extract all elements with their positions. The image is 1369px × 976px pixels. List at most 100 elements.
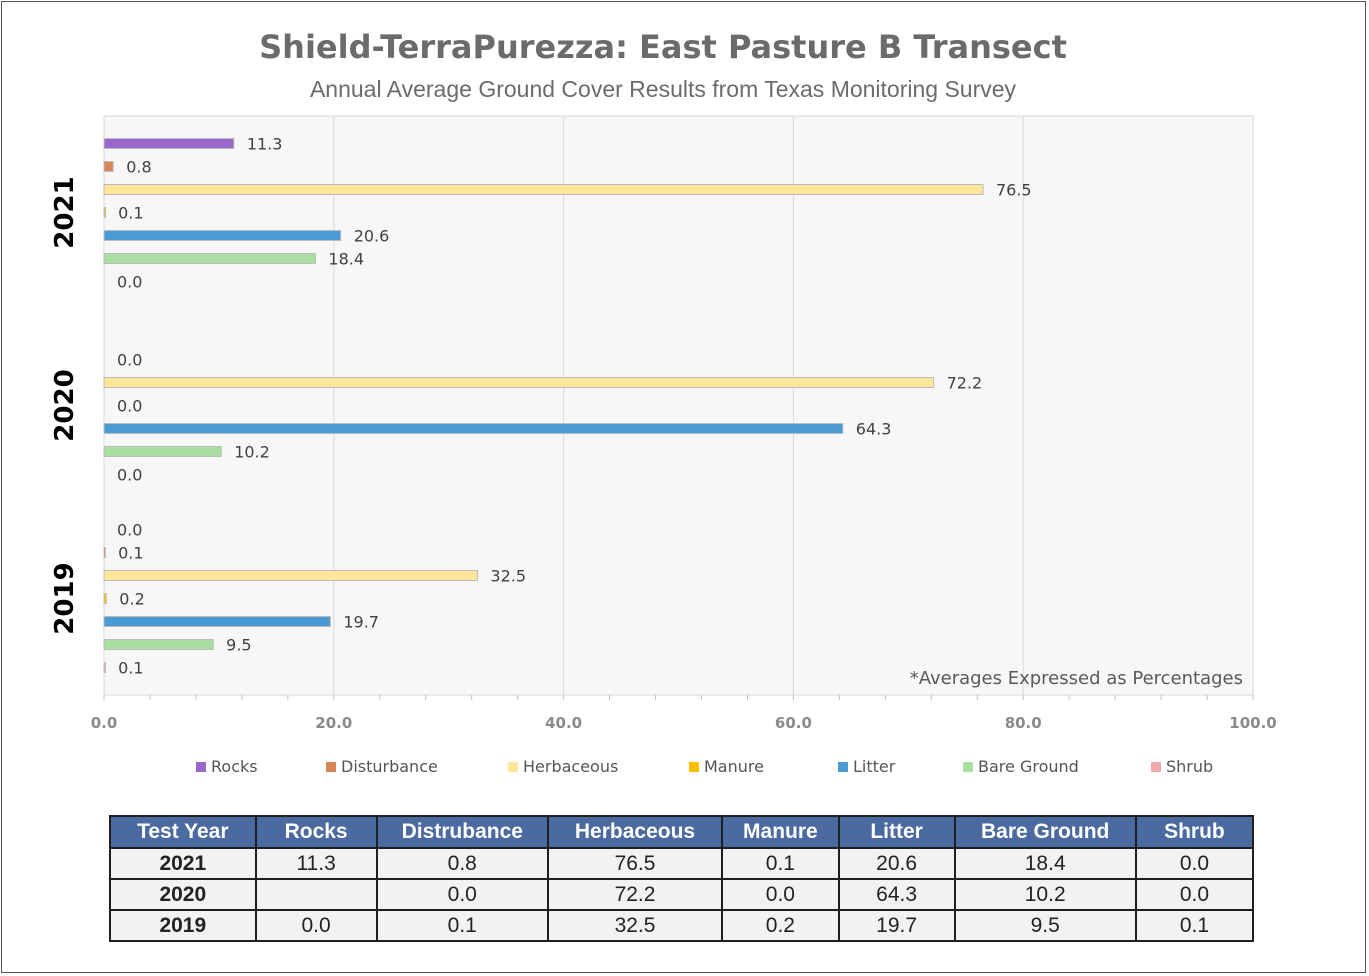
- legend-swatch: [838, 761, 848, 772]
- data-label: 10.2: [234, 443, 270, 462]
- chart-subtitle: Annual Average Ground Cover Results from…: [309, 76, 1017, 102]
- y-category-label: 2019: [50, 562, 80, 634]
- table-year-cell: 2019: [109, 909, 257, 942]
- table-row: 2020 0.0 72.2 0.0 64.3 10.2 0.0: [109, 878, 1255, 911]
- legend-item: Bare Ground: [963, 757, 1079, 776]
- legend-label: Litter: [853, 757, 896, 776]
- bar-disturbance: [103, 547, 106, 558]
- table-cell: 64.3: [837, 878, 956, 911]
- table-cell: 11.3: [254, 847, 378, 880]
- table-header-row: Test Year Rocks Distrubance Herbaceous Manur…: [109, 815, 1255, 849]
- y-category-label: 2020: [50, 369, 80, 441]
- table-cell: 76.5: [546, 847, 724, 880]
- table-cell: 0.1: [375, 909, 549, 942]
- legend-swatch: [508, 761, 518, 772]
- table-header-cell: Test Year: [109, 815, 257, 849]
- bar-bare-ground: [103, 446, 222, 457]
- data-label: 0.0: [117, 351, 142, 370]
- chart-note: *Averages Expressed as Percentages: [910, 668, 1243, 689]
- table-header-cell: Manure: [721, 815, 840, 849]
- data-label: 9.5: [226, 636, 251, 655]
- bar-litter: [103, 230, 342, 241]
- legend-label: Manure: [704, 757, 764, 776]
- data-label: 32.5: [490, 567, 526, 586]
- data-label: 18.4: [328, 250, 364, 269]
- chart-title: Shield-TerraPurezza: East Pasture B Tran…: [259, 28, 1067, 66]
- legend-label: Rocks: [211, 757, 258, 776]
- table-cell: 0.0: [254, 909, 378, 942]
- table-cell: 0.0: [1134, 847, 1255, 880]
- table-header-cell: Rocks: [254, 815, 378, 849]
- plot-area: [103, 115, 1254, 696]
- legend-label: Disturbance: [341, 757, 438, 776]
- table-cell: 0.1: [1134, 909, 1255, 942]
- bar-bare-ground: [103, 639, 214, 650]
- legend-item: Litter: [838, 757, 895, 776]
- legend-label: Shrub: [1166, 757, 1214, 776]
- bar-herbaceous: [103, 184, 984, 195]
- table-cell: [254, 878, 378, 911]
- data-label: 72.2: [947, 374, 983, 393]
- x-tick-label: 100.0: [1229, 714, 1276, 732]
- legend-item: Rocks: [196, 757, 258, 776]
- table-header-cell: Herbaceous: [546, 815, 724, 849]
- legend-swatch: [196, 761, 206, 772]
- x-tick-label: 40.0: [545, 714, 582, 732]
- table-row: 2021 11.3 0.8 76.5 0.1 20.6 18.4 0.0: [109, 847, 1255, 880]
- bar-litter: [103, 423, 844, 434]
- table-year-cell: 2020: [109, 878, 257, 911]
- table-cell: 72.2: [546, 878, 724, 911]
- bar-herbaceous: [103, 570, 478, 581]
- y-category-label: 2021: [50, 176, 80, 248]
- bar-manure: [103, 593, 107, 604]
- legend-label: Herbaceous: [523, 757, 619, 776]
- bar-bare-ground: [103, 253, 316, 264]
- data-label: 0.0: [117, 273, 142, 292]
- data-label: 0.1: [118, 204, 143, 223]
- data-label: 11.3: [247, 135, 283, 154]
- table-cell: 18.4: [953, 847, 1137, 880]
- data-label: 0.2: [119, 590, 144, 609]
- legend-swatch: [689, 761, 699, 772]
- data-label: 0.1: [118, 659, 143, 678]
- data-table: Test Year Rocks Distrubance Herbaceous Manur…: [109, 815, 1255, 942]
- table-cell: 0.0: [375, 878, 549, 911]
- legend-swatch: [326, 761, 336, 772]
- table-year-cell: 2021: [109, 847, 257, 880]
- bar-herbaceous: [103, 377, 935, 388]
- legend-label: Bare Ground: [978, 757, 1079, 776]
- table-header-cell: Bare Ground: [953, 815, 1137, 849]
- data-label: 19.7: [343, 613, 379, 632]
- table-cell: 10.2: [953, 878, 1137, 911]
- x-tick-label: 60.0: [775, 714, 812, 732]
- table-row: 2019 0.0 0.1 32.5 0.2 19.7 9.5 0.1: [109, 909, 1255, 942]
- x-tick-label: 0.0: [91, 714, 118, 732]
- legend-item: Shrub: [1151, 757, 1213, 776]
- data-label: 0.8: [126, 158, 151, 177]
- table-header-cell: Litter: [837, 815, 956, 849]
- data-label: 0.0: [117, 521, 142, 540]
- bar-manure: [103, 207, 106, 218]
- table-cell: 20.6: [837, 847, 956, 880]
- table-cell: 0.2: [721, 909, 840, 942]
- legend-swatch: [1151, 761, 1161, 772]
- table-header-cell: Shrub: [1134, 815, 1255, 849]
- data-label: 0.0: [117, 466, 142, 485]
- legend-item: Manure: [689, 757, 764, 776]
- bar-rocks: [103, 138, 235, 149]
- legend-swatch: [963, 761, 973, 772]
- data-label: 0.1: [118, 544, 143, 563]
- chart-legend: Rocks Disturbance Herbaceous Manure Litter Ba…: [0, 757, 1369, 781]
- table-cell: 0.0: [1134, 878, 1255, 911]
- data-label: 0.0: [117, 397, 142, 416]
- x-tick-label: 80.0: [1005, 714, 1042, 732]
- table-cell: 0.0: [721, 878, 840, 911]
- table-cell: 0.1: [721, 847, 840, 880]
- table-cell: 19.7: [837, 909, 956, 942]
- table-cell: 0.8: [375, 847, 549, 880]
- x-tick-label: 20.0: [315, 714, 352, 732]
- data-label: 64.3: [856, 420, 892, 439]
- data-label: 76.5: [996, 181, 1032, 200]
- bar-shrub: [103, 662, 106, 673]
